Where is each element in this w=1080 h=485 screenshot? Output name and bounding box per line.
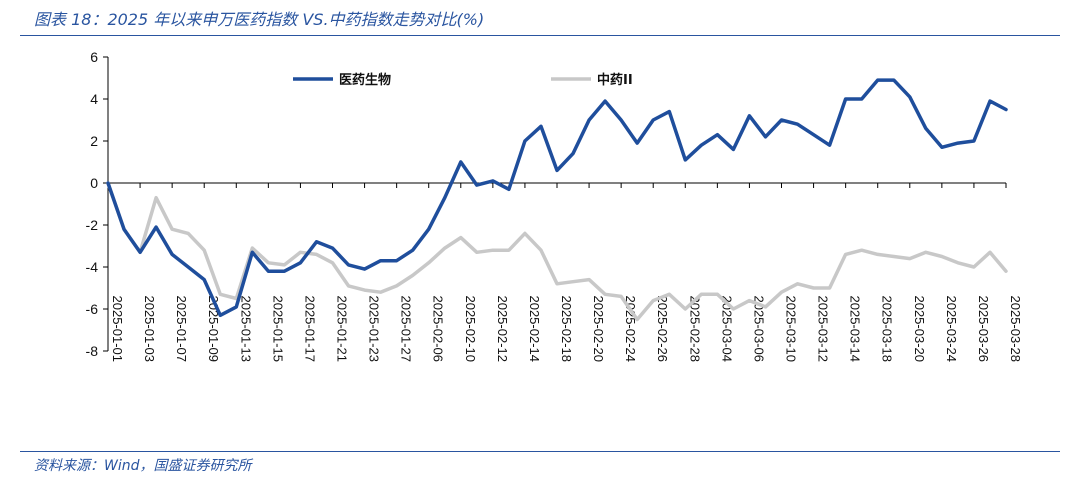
- x-tick-label: 2025-03-10: [784, 296, 799, 363]
- x-tick-label: 2025-02-12: [495, 295, 510, 362]
- x-tick-label: 2025-01-13: [238, 296, 253, 363]
- series-line-zhongyao: [106, 181, 1008, 322]
- legend-label: 医药生物: [339, 72, 391, 88]
- x-tick-label: 2025-02-28: [687, 296, 702, 363]
- bottom-rule: [20, 451, 1060, 452]
- x-tick-label: 2025-01-27: [399, 296, 414, 363]
- y-tick-label: -2: [86, 217, 99, 233]
- x-tick-label: 2025-02-18: [559, 296, 574, 363]
- y-tick-label: 6: [90, 49, 98, 65]
- x-tick-label: 2025-03-12: [816, 296, 831, 363]
- series-lines: [106, 78, 1008, 322]
- figure-title: 图表 18：2025 年以来申万医药指数 VS.中药指数走势对比(%): [34, 10, 485, 29]
- x-tick-label: 2025-01-07: [174, 296, 189, 363]
- x-tick-label: 2025-02-20: [591, 296, 606, 363]
- x-tick-label: 2025-02-06: [431, 296, 446, 363]
- x-tick-label: 2025-03-14: [848, 296, 863, 363]
- x-tick-label: 2025-01-01: [110, 296, 125, 363]
- x-axis: 2025-01-01 2025-01-03 2025-01-07 2025-01-09…: [107, 182, 1023, 363]
- x-tick-label: 2025-01-17: [302, 296, 317, 363]
- x-tick-label: 2025-03-20: [912, 296, 927, 363]
- y-tick-label: -6: [86, 301, 99, 317]
- y-axis: -8 -6 -4 -2 0 2 4 6: [86, 49, 109, 359]
- x-tick-label: 2025-01-15: [270, 296, 285, 363]
- y-tick-label: -8: [86, 343, 99, 359]
- x-tick-label: 2025-02-14: [527, 296, 542, 363]
- y-tick-label: 4: [90, 91, 98, 107]
- series-line-yiyao: [106, 78, 1008, 318]
- x-tick-label: 2025-01-03: [142, 296, 157, 363]
- source-note: 资料来源：Wind，国盛证券研究所: [34, 458, 252, 474]
- x-tick-label: 2025-02-24: [623, 296, 638, 363]
- top-rule: [20, 35, 1060, 36]
- y-tick-label: 0: [90, 175, 98, 191]
- x-tick-label: 2025-03-28: [1008, 296, 1023, 363]
- x-tick-label: 2025-03-06: [751, 296, 766, 363]
- y-tick-label: -4: [86, 259, 99, 275]
- x-tick-label: 2025-03-24: [944, 296, 959, 363]
- legend-label: 中药II: [597, 72, 633, 88]
- legend: 医药生物 中药II: [293, 72, 633, 88]
- x-tick-label: 2025-01-21: [335, 296, 350, 363]
- x-tick-label: 2025-03-26: [976, 296, 991, 363]
- x-tick-label: 2025-01-23: [367, 296, 382, 363]
- x-tick-label: 2025-03-18: [880, 296, 895, 363]
- y-tick-label: 2: [90, 133, 98, 149]
- x-tick-label: 2025-02-26: [655, 296, 670, 363]
- x-tick-label: 2025-03-04: [719, 296, 734, 363]
- x-tick-label: 2025-02-10: [463, 296, 478, 363]
- x-tick-label: 2025-01-09: [206, 296, 221, 363]
